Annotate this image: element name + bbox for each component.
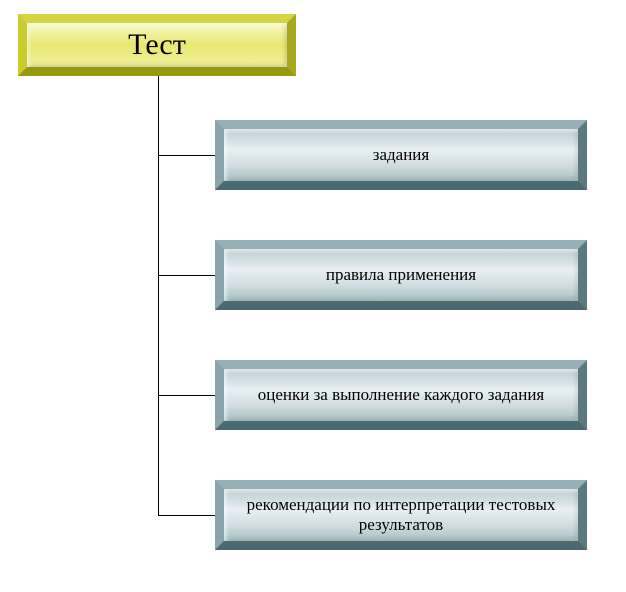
child-node-2: правила применения	[215, 240, 587, 310]
root-node: Тест	[18, 14, 296, 76]
child-label-1: задания	[367, 145, 435, 165]
connector-branch-4	[158, 515, 215, 516]
connector-trunk	[158, 76, 159, 515]
connector-branch-3	[158, 395, 215, 396]
root-label: Тест	[128, 28, 186, 62]
connector-branch-2	[158, 275, 215, 276]
child-node-1: задания	[215, 120, 587, 190]
child-label-2: правила применения	[320, 265, 482, 285]
child-node-4: рекомендации по интерпретации тестовых р…	[215, 480, 587, 550]
child-label-3: оценки за выполнение каждого задания	[252, 385, 551, 405]
connector-branch-1	[158, 155, 215, 156]
child-node-3: оценки за выполнение каждого задания	[215, 360, 587, 430]
child-label-4: рекомендации по интерпретации тестовых р…	[224, 495, 578, 536]
